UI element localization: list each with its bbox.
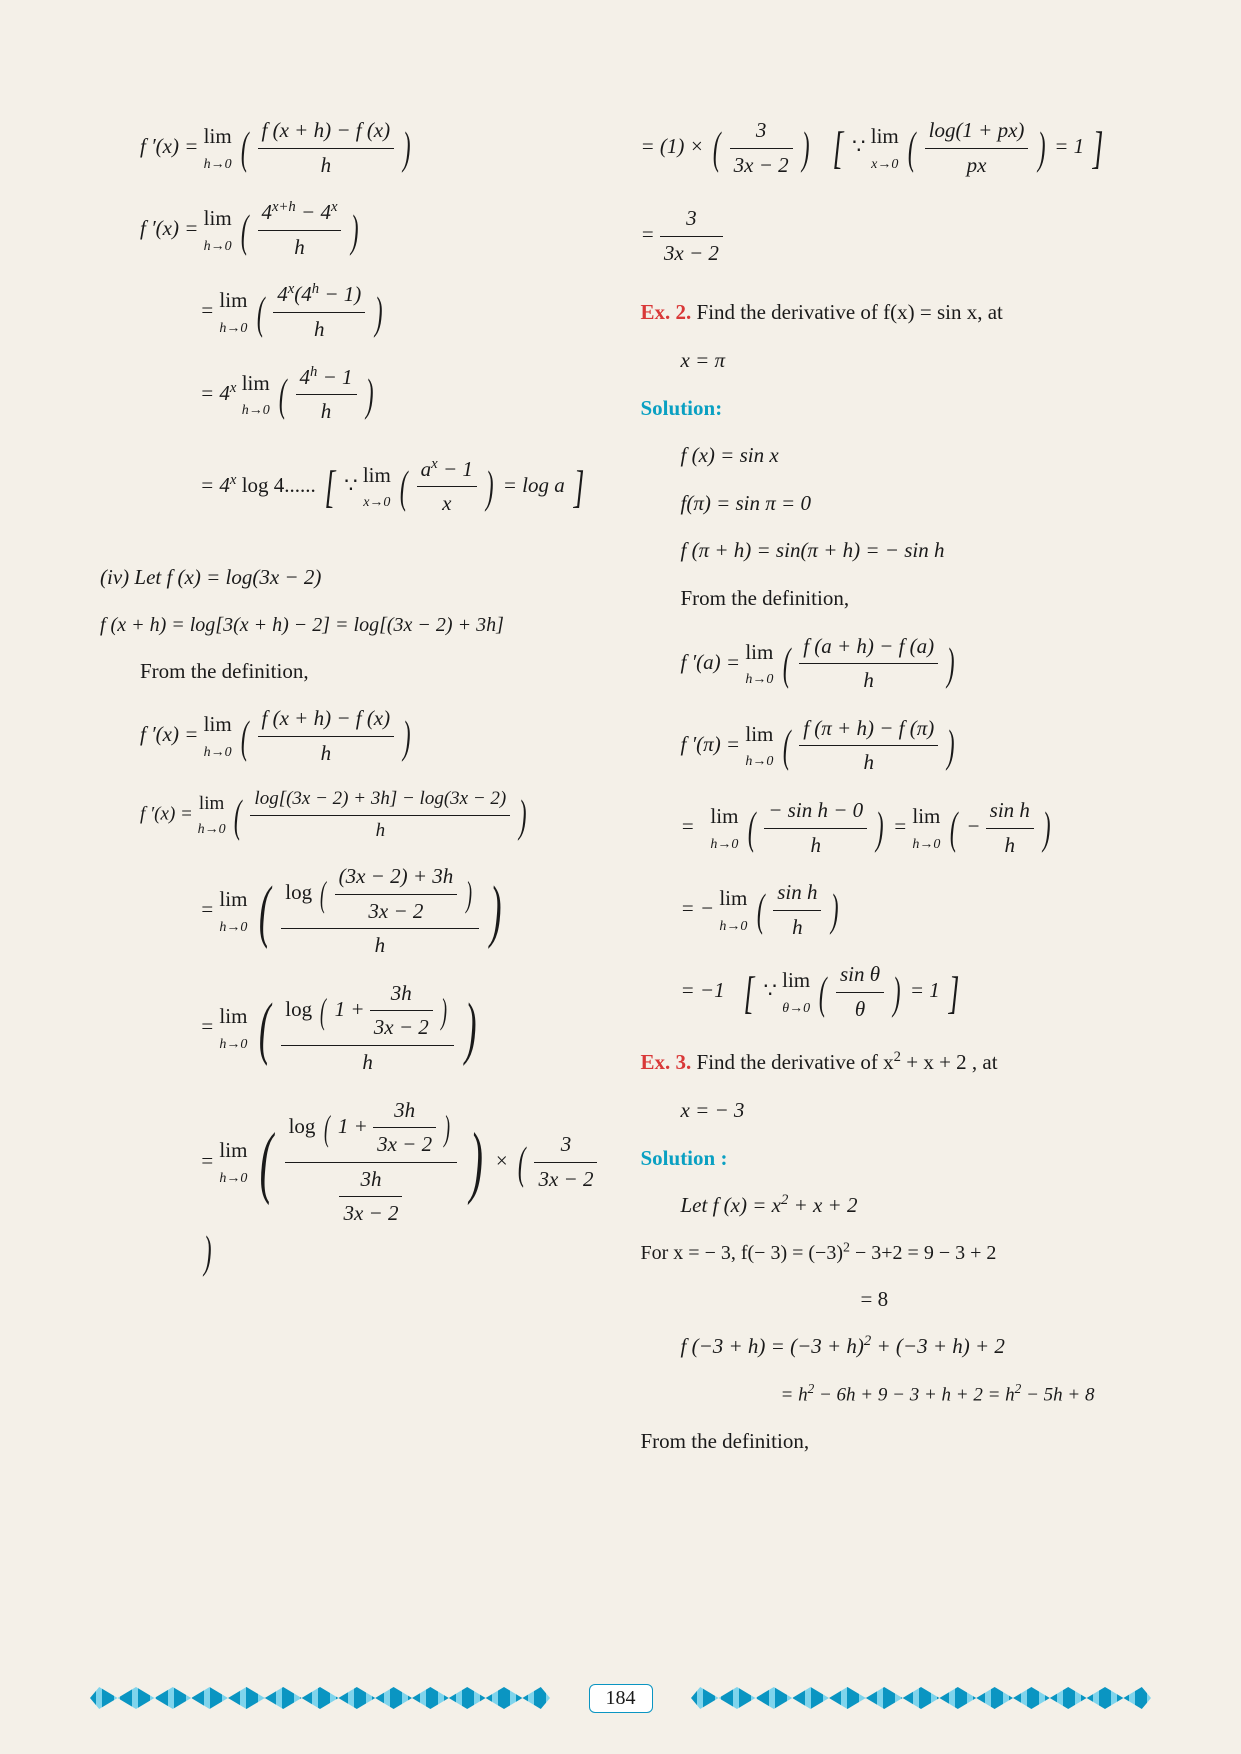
eq-r4: f(π) = sin π = 0 <box>641 487 1142 521</box>
page-footer: 184 <box>0 1682 1241 1714</box>
right-column: = (1) × ( 33x − 2 ) [ ∵ limx→0 ( log(1 +… <box>641 100 1142 1472</box>
eq-r13: f (−3 + h) = (−3 + h)2 + (−3 + h) + 2 <box>641 1330 1142 1364</box>
eq-r8: = limh→0 ( − sin h − 0h ) = limh→0 ( − s… <box>641 794 1142 862</box>
solution-1: Solution: <box>641 392 1142 426</box>
left-column: f ′(x) = limh→0 ( f (x + h) − f (x)h ) f… <box>100 100 601 1472</box>
eq-r10: = −1 [ ∵ limθ→0 ( sin θθ ) = 1 ] <box>641 958 1142 1026</box>
from-def-2: From the definition, <box>641 582 1142 616</box>
eq-l2: f ′(x) = limh→0 ( 4x+h − 4xh ) <box>100 196 601 264</box>
eq-l9: = limh→0 ( log ( 1 + 3h3x − 2 ) h ) <box>100 977 601 1080</box>
eq-l3: = limh→0 ( 4x(4h − 1)h ) <box>100 278 601 346</box>
footer-ornament-right <box>691 1687 1151 1709</box>
eq-r14: = h2 − 6h + 9 − 3 + h + 2 = h2 − 5h + 8 <box>641 1378 1142 1411</box>
ex3: Ex. 3. Find the derivative of x2 + x + 2… <box>641 1046 1142 1080</box>
eq-r6: f ′(a) = limh→0 ( f (a + h) − f (a)h ) <box>641 630 1142 698</box>
from-def-1: From the definition, <box>100 655 601 689</box>
from-def-3: From the definition, <box>641 1425 1142 1459</box>
page-content: f ′(x) = limh→0 ( f (x + h) − f (x)h ) f… <box>0 0 1241 1532</box>
eq-r9: = − limh→0 ( sin hh ) <box>641 876 1142 944</box>
eq-r12b: = 8 <box>641 1283 1142 1317</box>
eq-r5: f (π + h) = sin(π + h) = − sin h <box>641 534 1142 568</box>
eq-r7: f ′(π) = limh→0 ( f (π + h) − f (π)h ) <box>641 712 1142 780</box>
ex2-at: x = π <box>641 344 1142 378</box>
eq-r12: For x = − 3, f(− 3) = (−3)2 − 3+2 = 9 − … <box>641 1237 1142 1269</box>
eq-l4: = 4x limh→0 ( 4h − 1h ) <box>100 361 601 429</box>
eq-l8: = limh→0 ( log ( (3x − 2) + 3h3x − 2 ) h… <box>100 860 601 963</box>
eq-l6: f ′(x) = limh→0 ( f (x + h) − f (x)h ) <box>100 702 601 770</box>
ex3-at: x = − 3 <box>641 1094 1142 1128</box>
solution-2: Solution : <box>641 1142 1142 1176</box>
footer-ornament-left <box>90 1687 550 1709</box>
eq-iv-fxh: f (x + h) = log[3(x + h) − 2] = log[(3x … <box>100 609 601 641</box>
eq-r3: f (x) = sin x <box>641 439 1142 473</box>
page-number: 184 <box>589 1684 653 1713</box>
eq-l10: = limh→0 ( log ( 1 + 3h3x − 2 ) 3h3x − 2… <box>100 1094 601 1273</box>
eq-l1: f ′(x) = limh→0 ( f (x + h) − f (x)h ) <box>100 114 601 182</box>
eq-iv: (iv) Let f (x) = log(3x − 2) <box>100 561 601 595</box>
eq-l7: f ′(x) = limh→0 ( log[(3x − 2) + 3h] − l… <box>100 784 601 846</box>
eq-r2: = 33x − 2 <box>641 202 1142 270</box>
ex2: Ex. 2. Find the derivative of f(x) = sin… <box>641 296 1142 330</box>
eq-r11: Let f (x) = x2 + x + 2 <box>641 1189 1142 1223</box>
eq-l5: = 4x log 4...... [ ∵ limx→0 ( ax − 1x ) … <box>100 453 601 521</box>
eq-r1: = (1) × ( 33x − 2 ) [ ∵ limx→0 ( log(1 +… <box>641 114 1142 182</box>
